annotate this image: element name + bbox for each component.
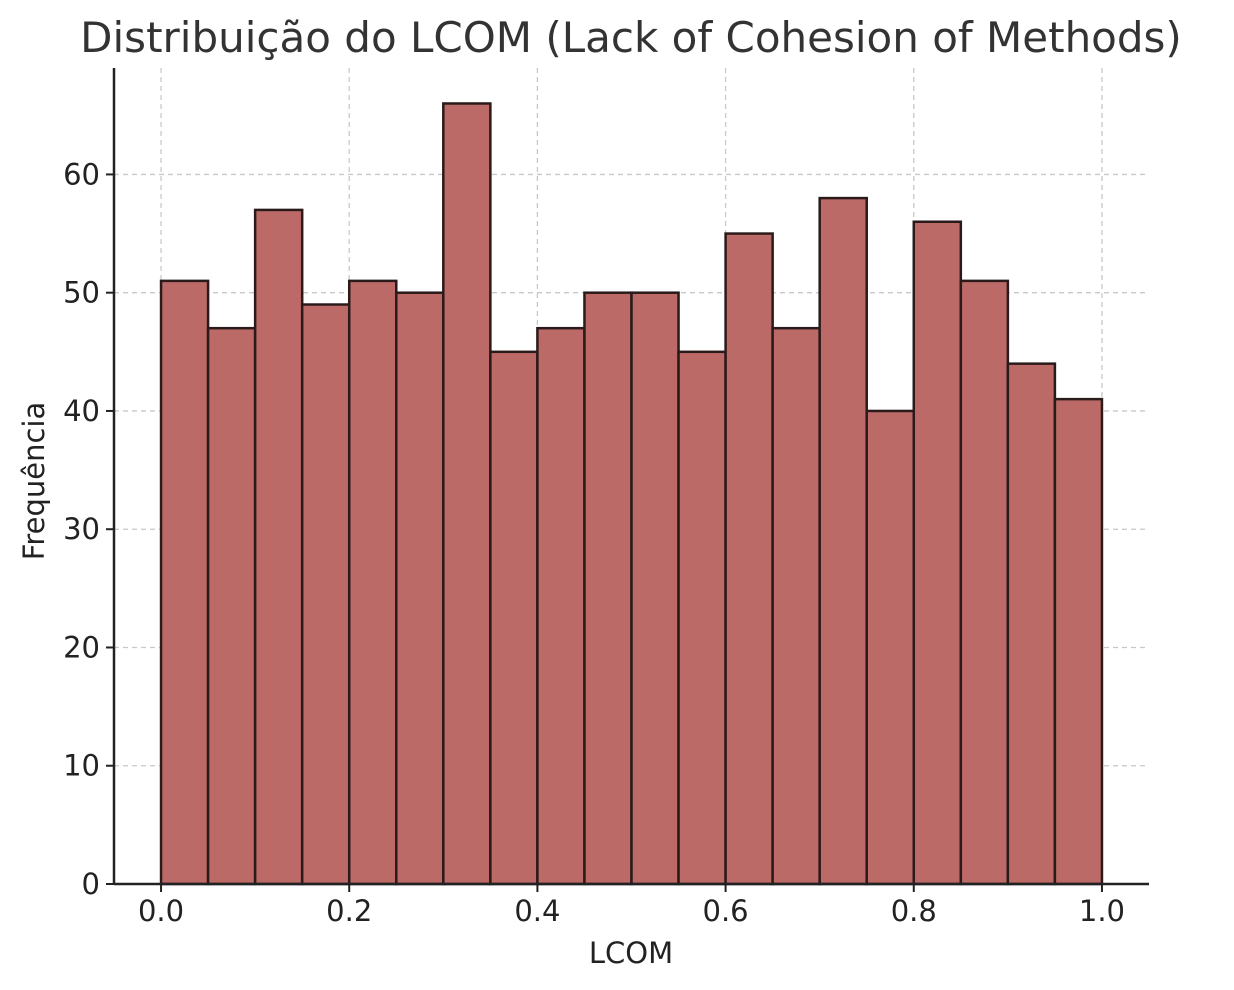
- histogram-bar: [630, 291, 680, 886]
- histogram-bar: [583, 291, 633, 886]
- histogram-bar: [1006, 362, 1057, 886]
- x-tick-label: 0.6: [703, 894, 749, 928]
- y-tick-label: 40: [63, 394, 100, 428]
- y-tick-label: 30: [63, 512, 100, 546]
- histogram-bar: [912, 220, 963, 886]
- y-tick-label: 60: [63, 157, 100, 191]
- histogram-bar: [347, 279, 398, 886]
- histogram-bar: [253, 208, 304, 886]
- x-tick-label: 0.4: [514, 894, 560, 928]
- x-axis-title: LCOM: [589, 936, 673, 970]
- histogram-bar: [206, 326, 257, 886]
- y-axis-title: Frequência: [17, 402, 51, 560]
- y-tick-label: 10: [63, 749, 100, 783]
- axes: [112, 68, 1149, 886]
- histogram-bar: [300, 303, 351, 886]
- histogram-bar: [677, 350, 727, 886]
- x-tick-label: 1.0: [1079, 894, 1125, 928]
- histogram-bar: [489, 350, 539, 886]
- histogram-bar: [159, 279, 210, 886]
- histogram-bar: [395, 291, 445, 886]
- y-tick-label: 50: [63, 276, 100, 310]
- histogram-bar: [771, 326, 821, 886]
- x-tick-label: 0.0: [138, 894, 184, 928]
- y-tick-label: 0: [82, 867, 100, 901]
- axis-ticks: 0.0 0.2 0.4 0.6 0.8 1.0 0 10 20 30 40 50 60: [63, 157, 1125, 928]
- histogram-bar: [1053, 397, 1104, 886]
- histogram-bar: [442, 102, 492, 886]
- histogram-bar: [724, 232, 774, 886]
- histogram-bar: [959, 279, 1010, 886]
- y-tick-label: 20: [63, 630, 100, 664]
- x-tick-label: 0.8: [891, 894, 937, 928]
- chart-title: Distribuição do LCOM (Lack of Cohesion o…: [80, 13, 1182, 62]
- histogram-bar: [818, 196, 868, 886]
- histogram-bars: [159, 102, 1104, 886]
- histogram-bar: [536, 326, 586, 886]
- histogram-bar: [865, 409, 916, 886]
- x-tick-label: 0.2: [326, 894, 372, 928]
